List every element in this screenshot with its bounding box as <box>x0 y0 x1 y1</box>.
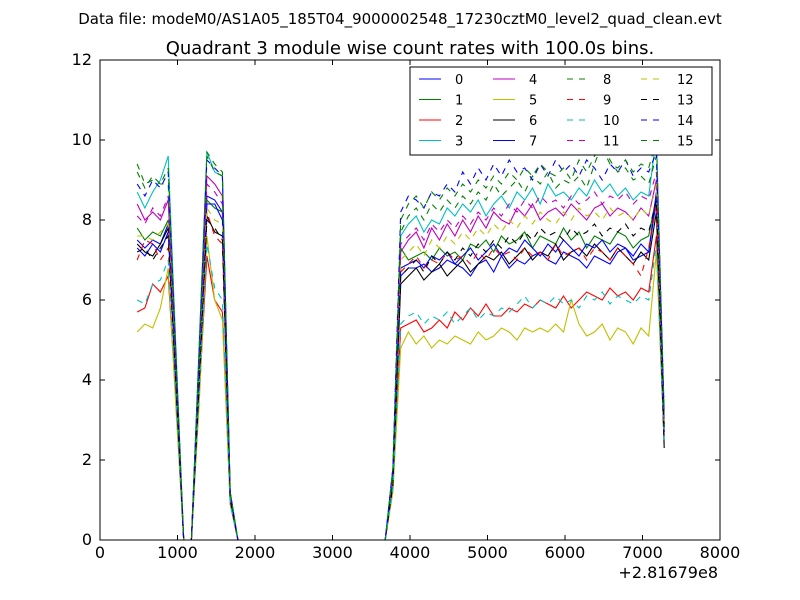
legend-label-4: 4 <box>529 73 537 88</box>
legend-label-5: 5 <box>529 94 537 109</box>
x-tick-label: 2000 <box>235 543 276 562</box>
x-axis: 0 1000 2000 3000 4000 5000 6000 7000 8000 <box>95 60 740 562</box>
y-tick-label: 6 <box>82 290 92 309</box>
chart-title: Quadrant 3 module wise count rates with … <box>166 38 655 59</box>
data-file-suptitle: Data file: modeM0/AS1A05_185T04_90000025… <box>78 10 722 29</box>
y-tick-label: 10 <box>72 130 92 149</box>
x-offset-label: +2.81679e8 <box>618 563 718 582</box>
series-line-14 <box>136 151 665 541</box>
legend-label-14: 14 <box>677 114 694 129</box>
x-tick-label: 8000 <box>700 543 741 562</box>
legend-box <box>409 66 713 156</box>
legend-label-11: 11 <box>603 135 620 150</box>
y-tick-label: 12 <box>72 50 92 69</box>
x-tick-label: 7000 <box>622 543 663 562</box>
series-line-10 <box>136 243 665 541</box>
legend-label-3: 3 <box>455 135 463 150</box>
y-tick-label: 2 <box>82 450 92 469</box>
x-tick-label: 5000 <box>467 543 508 562</box>
x-tick-label: 1000 <box>157 543 198 562</box>
plot-series-group <box>136 135 665 541</box>
legend-label-9: 9 <box>603 94 611 109</box>
legend-label-10: 10 <box>603 114 620 129</box>
x-tick-label: 3000 <box>312 543 353 562</box>
y-tick-label: 8 <box>82 210 92 229</box>
legend-label-1: 1 <box>455 94 463 109</box>
y-tick-label: 4 <box>82 370 92 389</box>
legend-label-13: 13 <box>677 94 694 109</box>
series-line-13 <box>136 199 665 541</box>
legend-label-8: 8 <box>603 73 611 88</box>
x-tick-label: 6000 <box>545 543 586 562</box>
legend-label-12: 12 <box>677 73 694 88</box>
legend-label-0: 0 <box>455 73 463 88</box>
legend-label-2: 2 <box>455 114 463 129</box>
series-line-9 <box>136 203 665 541</box>
y-tick-label: 0 <box>82 530 92 549</box>
legend-label-15: 15 <box>677 135 694 150</box>
x-tick-label: 4000 <box>390 543 431 562</box>
x-tick-label: 0 <box>95 543 105 562</box>
legend-label-7: 7 <box>529 135 537 150</box>
series-line-15 <box>136 139 665 541</box>
legend-label-6: 6 <box>529 114 537 129</box>
